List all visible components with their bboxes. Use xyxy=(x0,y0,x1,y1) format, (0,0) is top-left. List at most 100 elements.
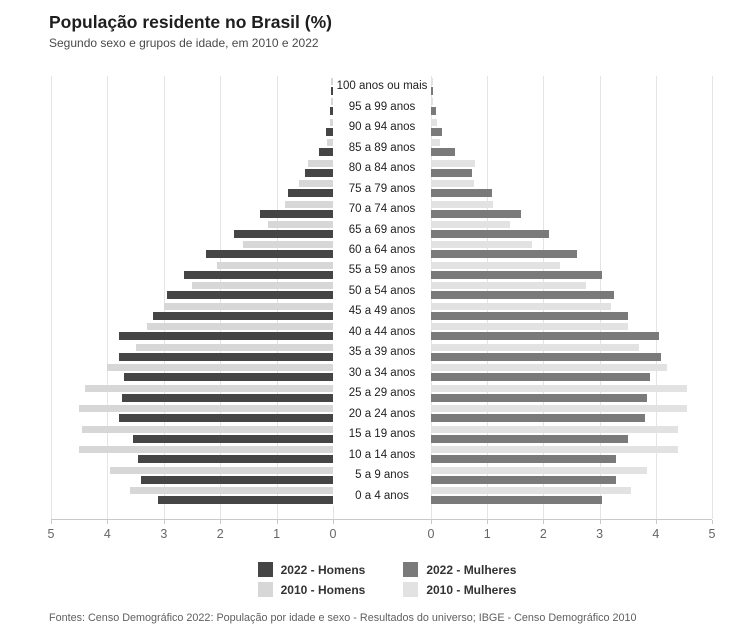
age-group-label: 55 a 59 anos xyxy=(348,264,416,277)
age-group-label: 90 a 94 anos xyxy=(348,121,416,134)
pyramid-bar xyxy=(124,373,333,382)
pyramid-bar xyxy=(318,148,333,157)
legend-item-2010-homens: 2010 - Homens xyxy=(257,582,365,597)
pyramid-bar xyxy=(431,139,440,147)
pyramid-row-women-75-a-79-anos xyxy=(431,178,712,198)
pyramid-bar xyxy=(431,405,687,413)
pyramid-bar xyxy=(431,250,578,259)
pyramid-bar xyxy=(431,373,651,382)
pyramid-row-women-5-a-9-anos xyxy=(431,465,712,485)
pyramid-row-men-50-a-54-anos xyxy=(51,281,333,301)
pyramid-bar xyxy=(79,446,333,454)
axis-tick xyxy=(431,520,432,524)
pyramid-bar xyxy=(206,250,333,259)
pyramid-bar xyxy=(331,98,333,106)
pyramid-row-women-100-anos-ou-mais xyxy=(431,76,712,96)
pyramid-row-women-0-a-4-anos xyxy=(431,485,712,505)
age-group-label: 80 a 84 anos xyxy=(348,162,416,175)
pyramid-row-women-55-a-59-anos xyxy=(431,260,712,280)
pyramid-bar xyxy=(431,127,443,136)
pyramid-bar xyxy=(431,282,586,290)
legend-swatch xyxy=(403,582,419,597)
pyramid-bar xyxy=(431,364,668,372)
pyramid-bar xyxy=(431,393,648,402)
pyramid-row-women-30-a-34-anos xyxy=(431,363,712,383)
axis-tick xyxy=(333,520,334,524)
pyramid-row-men-95-a-99-anos xyxy=(51,96,333,116)
pyramid-bar xyxy=(121,393,333,402)
axis-tick xyxy=(107,520,109,524)
pyramid-bar xyxy=(331,86,333,95)
pyramid-bar xyxy=(330,107,333,116)
pyramid-bar xyxy=(431,487,631,495)
age-group-label: 100 anos ou mais xyxy=(336,80,428,93)
x-axis: 5 4 3 2 1 0 0 1 2 3 4 5 xyxy=(47,519,715,546)
age-group-label: 10 a 14 anos xyxy=(348,448,416,461)
pyramid-row-women-20-a-24-anos xyxy=(431,404,712,424)
age-group-label: 0 a 4 anos xyxy=(355,489,409,502)
age-group-label: 70 a 74 anos xyxy=(348,203,416,216)
axis-tick xyxy=(655,520,657,524)
pyramid-row-women-15-a-19-anos xyxy=(431,424,712,444)
x-axis-tick-label: 3 xyxy=(160,527,168,541)
pyramid-bar xyxy=(268,221,333,229)
axis-tick xyxy=(163,520,165,524)
pyramid-row-men-40-a-44-anos xyxy=(51,322,333,342)
pyramid-bar xyxy=(431,270,603,279)
pyramid-row-women-90-a-94-anos xyxy=(431,117,712,137)
pyramid-row-men-20-a-24-anos xyxy=(51,404,333,424)
pyramid-bar xyxy=(431,434,628,443)
x-axis-tick-label: 1 xyxy=(273,527,281,541)
pyramid-row-men-35-a-39-anos xyxy=(51,342,333,362)
pyramid-row-women-25-a-29-anos xyxy=(431,383,712,403)
men-panel xyxy=(51,76,334,519)
legend-swatch xyxy=(257,562,273,577)
pyramid-bar xyxy=(431,311,628,320)
pyramid-row-men-75-a-79-anos xyxy=(51,178,333,198)
pyramid-bar xyxy=(431,455,617,464)
x-axis-tick-label: 5 xyxy=(47,527,55,541)
age-axis: 100 anos ou mais 95 a 99 anos 90 a 94 anos… xyxy=(333,76,431,506)
pyramid-bar xyxy=(431,148,456,157)
x-axis-tick-label: 4 xyxy=(652,527,660,541)
legend-item-2010-mulheres: 2010 - Mulheres xyxy=(403,582,516,597)
age-group-label: 35 a 39 anos xyxy=(348,346,416,359)
pyramid-bar xyxy=(299,180,333,188)
pyramid-row-women-70-a-74-anos xyxy=(431,199,712,219)
axis-tick xyxy=(599,520,601,524)
pyramid-bar xyxy=(192,282,333,290)
pyramid-row-men-60-a-64-anos xyxy=(51,240,333,260)
age-group-label: 40 a 44 anos xyxy=(348,325,416,338)
pyramid-bar xyxy=(330,118,333,126)
pyramid-bar xyxy=(285,200,333,208)
legend-label: 2010 - Mulheres xyxy=(426,582,517,597)
gridline xyxy=(712,76,713,519)
pyramid-bar xyxy=(331,77,333,85)
legend-item-2022-mulheres: 2022 - Mulheres xyxy=(403,562,516,577)
pyramid-bar xyxy=(287,189,333,198)
pyramid-row-men-5-a-9-anos xyxy=(51,465,333,485)
pyramid-bar xyxy=(152,311,333,320)
pyramid-row-men-65-a-69-anos xyxy=(51,219,333,239)
age-group-label: 75 a 79 anos xyxy=(348,182,416,195)
axis-tick xyxy=(51,520,52,524)
pyramid-bar xyxy=(431,291,614,300)
women-panel xyxy=(431,76,713,519)
pyramid-bar xyxy=(163,302,333,310)
pyramid-bar xyxy=(166,291,333,300)
legend-label: 2022 - Homens xyxy=(280,562,366,577)
pyramid-bar xyxy=(217,261,333,269)
pyramid-bar xyxy=(158,496,333,505)
pyramid-bar xyxy=(431,414,645,423)
pyramid-bar xyxy=(431,118,437,126)
pyramid-bar xyxy=(326,127,333,136)
x-axis-tick-label: 4 xyxy=(103,527,111,541)
pyramid-bar xyxy=(431,446,679,454)
pyramid-bar xyxy=(431,98,434,106)
population-pyramid-chart: 100 anos ou mais 95 a 99 anos 90 a 94 anos… xyxy=(47,76,715,546)
pyramid-bar xyxy=(431,77,433,85)
pyramid-bar xyxy=(146,323,333,331)
pyramid-row-women-65-a-69-anos xyxy=(431,219,712,239)
axis-tick xyxy=(276,520,278,524)
age-group-label: 50 a 54 anos xyxy=(348,284,416,297)
